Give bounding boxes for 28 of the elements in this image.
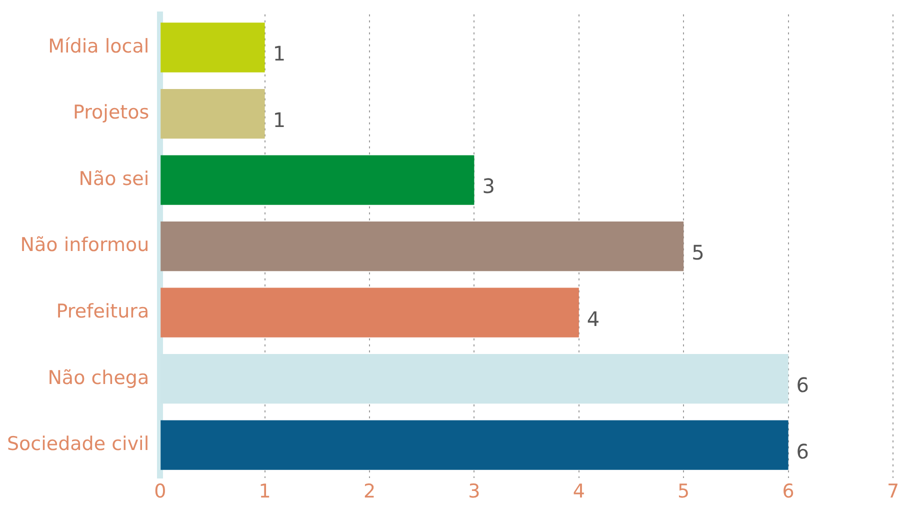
- bar: [160, 420, 788, 470]
- data-label: 6: [796, 373, 810, 398]
- bar: [160, 288, 579, 338]
- x-tick-label: 7: [886, 480, 900, 503]
- bar: [160, 155, 474, 205]
- y-tick-label: Não informou: [20, 234, 150, 256]
- x-tick-label: 5: [678, 480, 690, 503]
- y-tick-label: Não chega: [48, 366, 150, 389]
- data-label: 5: [692, 240, 704, 265]
- data-label: 4: [586, 306, 600, 331]
- y-tick-label: Mídia local: [48, 35, 150, 58]
- x-tick-label: 1: [258, 480, 271, 503]
- bar: [160, 221, 684, 272]
- data-label: 3: [482, 174, 495, 198]
- x-tick-label: 4: [572, 480, 585, 503]
- x-tick-label: 2: [363, 480, 376, 503]
- x-tick-label: 3: [468, 480, 480, 503]
- x-tick-label: 6: [782, 480, 794, 503]
- y-tick-label: Prefeitura: [56, 300, 150, 322]
- y-tick-label: Projetos: [73, 102, 150, 124]
- data-label: 1: [272, 108, 286, 132]
- y-tick-label: Não sei: [78, 168, 150, 190]
- bar: [160, 22, 265, 72]
- bar: [160, 88, 265, 139]
- data-label: 6: [796, 439, 810, 464]
- y-tick-label: Sociedade civil: [6, 433, 150, 456]
- data-label: 1: [272, 42, 286, 66]
- x-tick-label: 0: [154, 480, 166, 503]
